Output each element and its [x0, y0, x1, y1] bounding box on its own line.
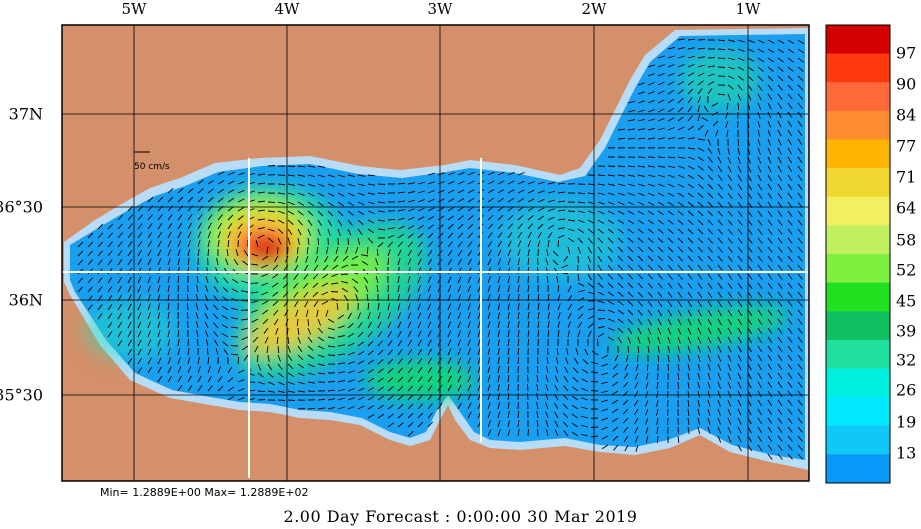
- colorbar-label: 58: [896, 230, 917, 250]
- min-max-readout: Min= 1.2889E+00 Max= 1.2889E+02: [100, 486, 309, 499]
- colorbar-label: 64: [896, 198, 917, 218]
- lon-label-4w: 4W: [274, 0, 300, 18]
- colorbar-label: 39: [896, 321, 917, 341]
- colorbar-swatch: [826, 110, 890, 140]
- colorbar-swatch: [826, 454, 890, 484]
- colorbar-label: 90: [896, 74, 917, 94]
- current-speed-field: [85, 50, 789, 400]
- graticule: [62, 25, 809, 481]
- colorbar-swatch: [826, 196, 890, 226]
- colorbar-swatch: [826, 368, 890, 398]
- colorbar-label: 26: [896, 380, 917, 400]
- colorbar-label: 32: [896, 350, 917, 370]
- colorbar-swatch: [826, 311, 890, 341]
- colorbar-swatch: [826, 397, 890, 427]
- lat-label-37n: 37N: [8, 104, 43, 124]
- colorbar-label: 19: [896, 412, 917, 432]
- colorbar-label: 52: [896, 260, 917, 280]
- lon-label-5w: 5W: [121, 0, 147, 18]
- colorbar-label: 84: [896, 105, 917, 125]
- colorbar-swatch: [826, 139, 890, 169]
- colorbar-swatch: [826, 425, 890, 455]
- scale-label: 50 cm/s: [134, 162, 170, 172]
- lon-label-3w: 3W: [427, 0, 453, 18]
- forecast-label: 2.00 Day Forecast : 0:00:00 30 Mar 2019: [283, 507, 638, 526]
- colorbar-label: 71: [896, 167, 917, 187]
- vector-arrows: [77, 38, 805, 460]
- colorbar-swatch: [826, 339, 890, 369]
- colorbar-swatch: [826, 82, 890, 112]
- colorbar-label: 45: [896, 291, 917, 311]
- colorbar-swatch: [826, 254, 890, 284]
- lat-label-35-30: 35°30: [0, 385, 43, 405]
- colorbar-label: 13: [896, 443, 917, 463]
- colorbar-swatch: [826, 282, 890, 312]
- colorbar-swatch: [826, 25, 890, 55]
- colorbar-frame: [825, 24, 891, 484]
- colorbar: [826, 25, 890, 484]
- colorbar-swatch: [826, 53, 890, 83]
- lon-label-2w: 2W: [581, 0, 607, 18]
- lat-label-36-30: 36°30: [0, 197, 43, 217]
- colorbar-label: 77: [896, 136, 917, 156]
- colorbar-label: 97: [896, 43, 917, 63]
- map-frame: [61, 24, 810, 482]
- lat-label-36n: 36N: [8, 290, 43, 310]
- lon-label-1w: 1W: [735, 0, 761, 18]
- section-lines: [62, 158, 809, 478]
- colorbar-swatch: [826, 225, 890, 255]
- velocity-vectors: [77, 38, 805, 460]
- colorbar-swatch: [826, 168, 890, 198]
